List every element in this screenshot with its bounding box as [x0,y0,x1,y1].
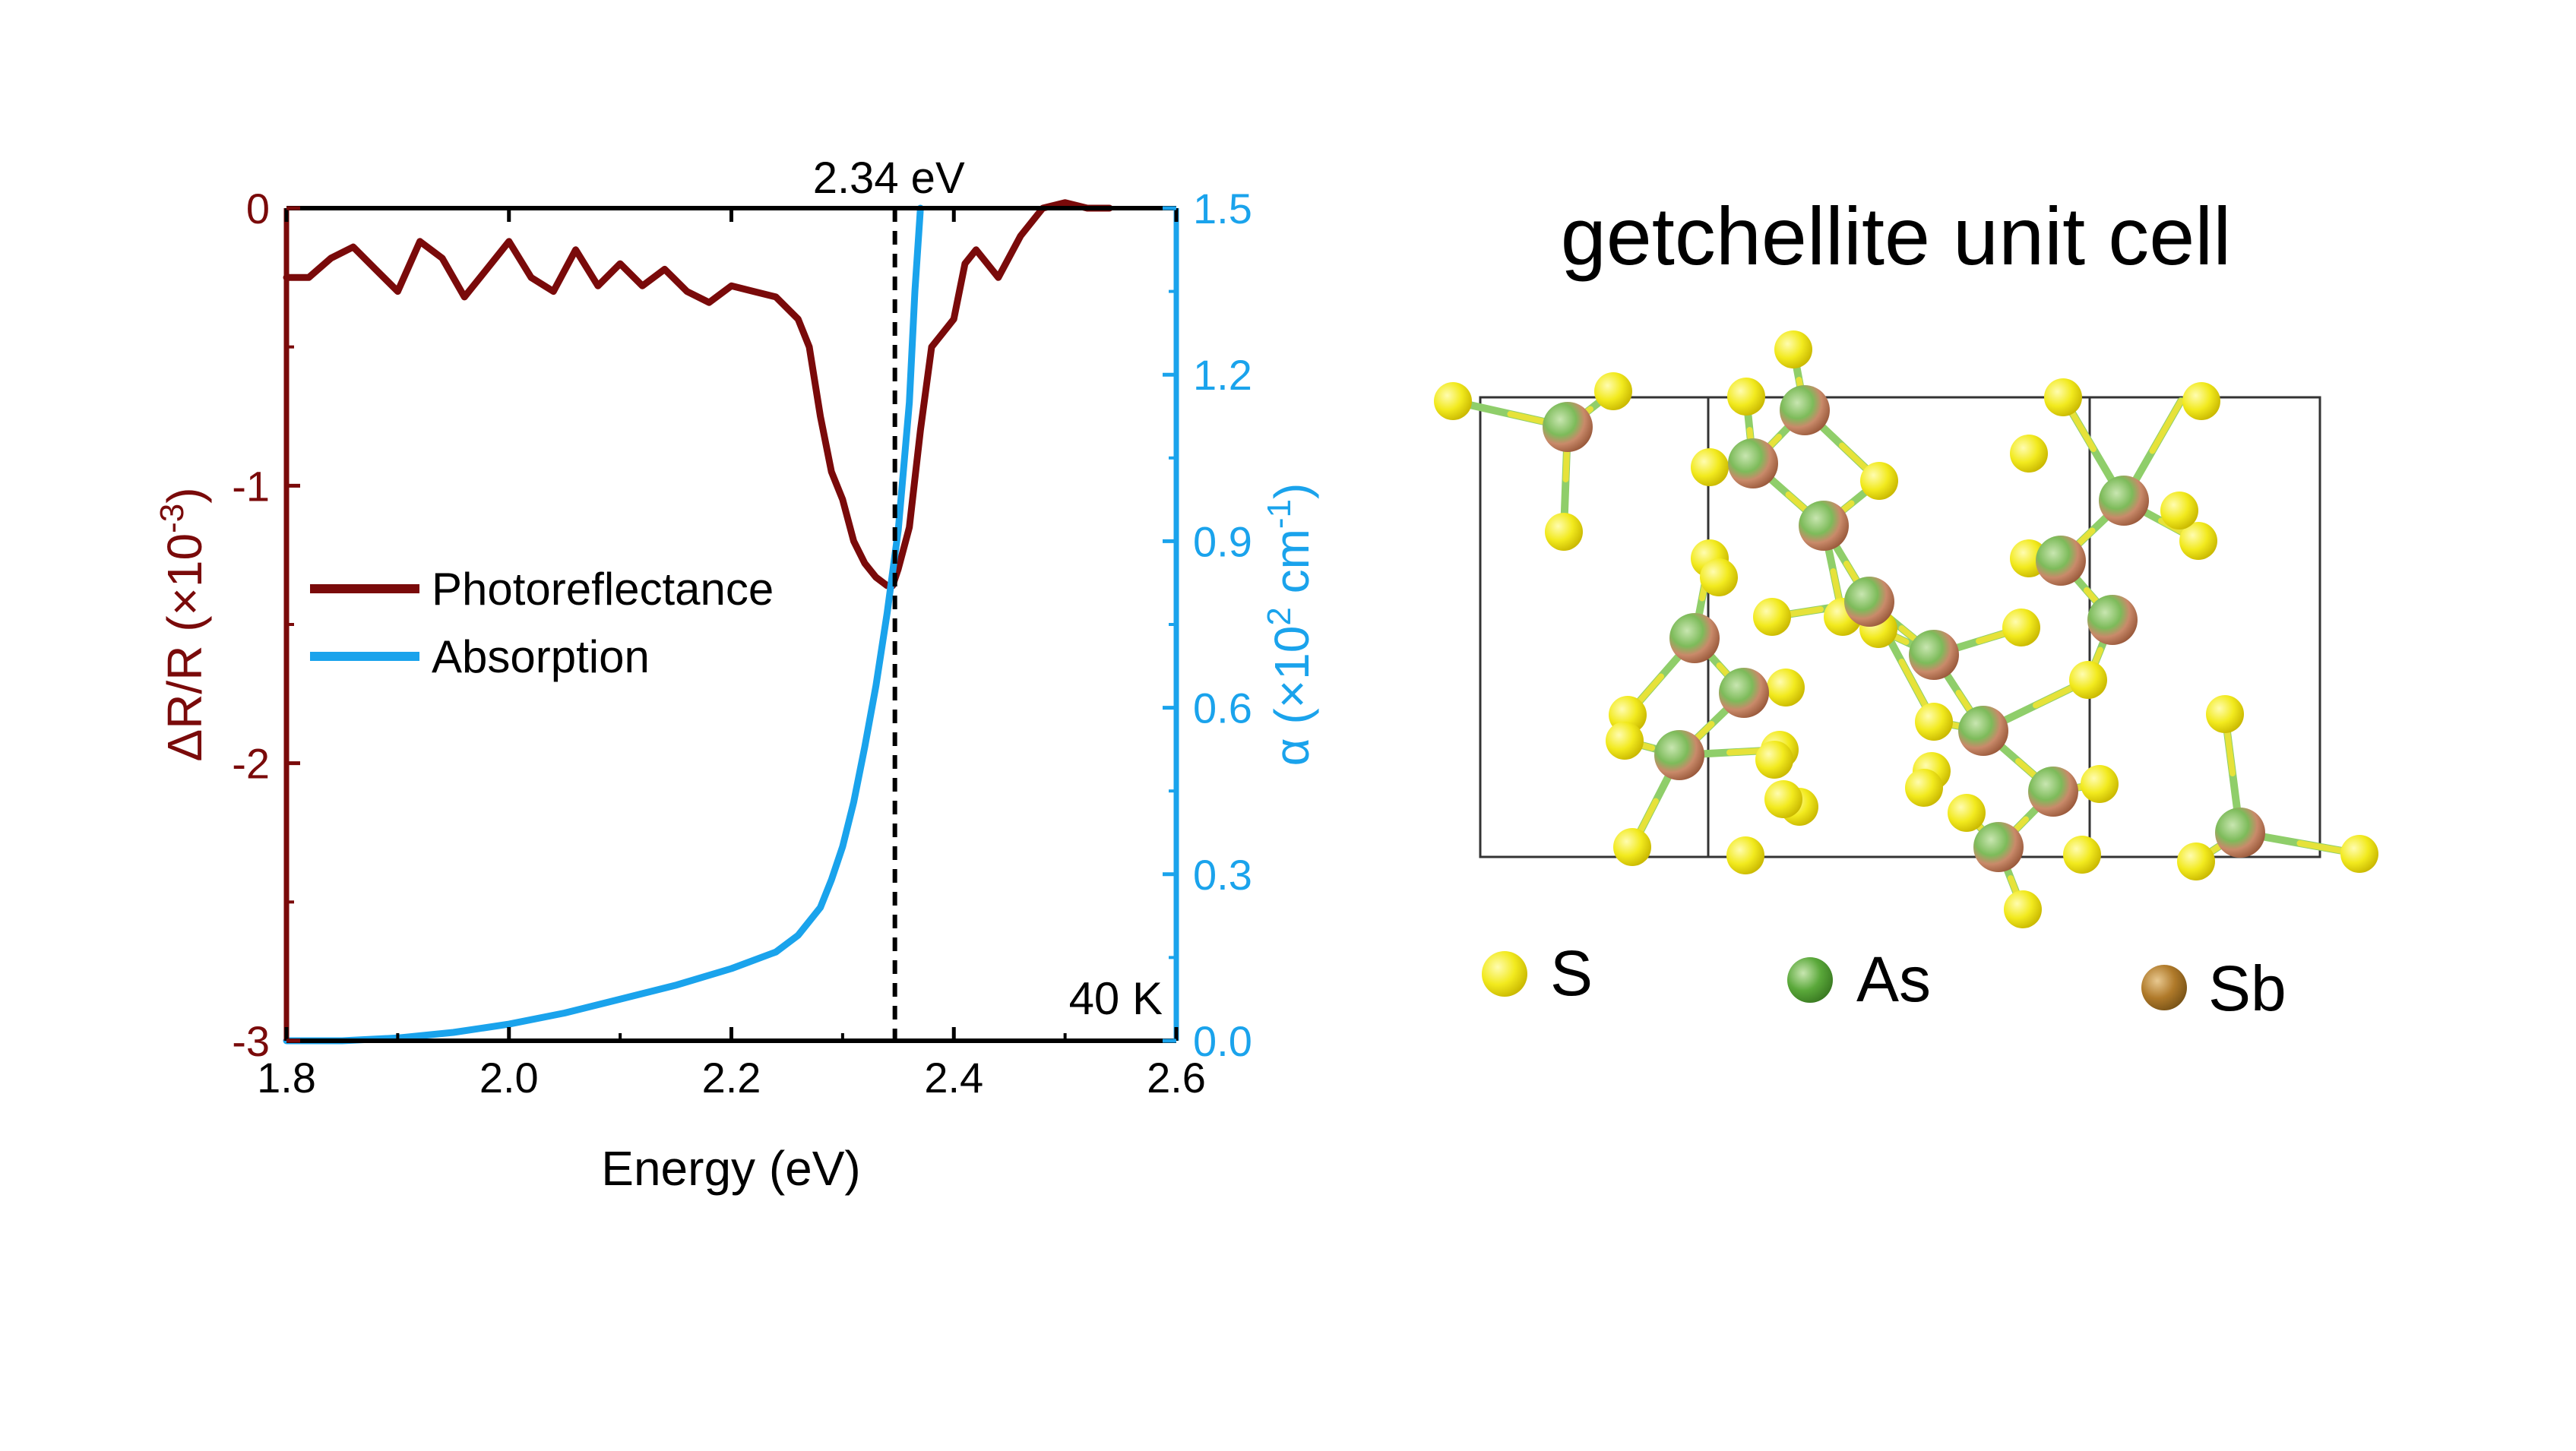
sulfur-atom [1594,372,1632,410]
arsenic-antimony-atom [2215,808,2265,858]
sulfur-atom [1753,598,1791,636]
x-tick-label: 2.6 [1147,1054,1206,1102]
left-y-tick-label: -3 [232,1017,270,1065]
left-y-tick-label: 0 [246,185,270,232]
legend-antimony-marker [2141,965,2187,1010]
arsenic-antimony-atom [1543,402,1593,452]
sulfur-atom [2004,890,2042,928]
sulfur-atom [1948,794,1986,832]
sulfur-atom [2206,695,2244,733]
right-y-tick-label: 0.9 [1193,517,1252,565]
sulfur-atom [2044,378,2082,416]
arsenic-antimony-atom [1654,730,1704,780]
ticks-layer: 1.8 2.0 2.2 2.4 2.6 0 -1 -2 -3 1.5 1.2 0.9 0.6 0.3 0.0 [232,185,1252,1102]
arsenic-antimony-atom [2099,476,2149,526]
arsenic-antimony-atom [1973,822,2024,872]
sulfur-atom [1915,703,1953,741]
sulfur-atom [1755,741,1793,779]
temperature-annotation: 40 K [1069,973,1163,1024]
crystal-structure-panel: getchellite unit cell S As Sb [1434,190,2378,1024]
sulfur-atom [2182,382,2220,420]
right-y-tick-label: 1.5 [1193,185,1252,232]
legend-label-photoreflectance: Photoreflectance [432,564,774,615]
right-y-axis-title: α (×102 cm-1) [1261,483,1319,767]
arsenic-antimony-atom [1958,706,2008,756]
sulfur-atom [2340,835,2378,873]
right-y-tick-label: 0.0 [1193,1017,1252,1065]
legend-sulfur-label: S [1550,937,1593,1009]
right-y-tick-label: 0.6 [1193,684,1252,732]
arsenic-antimony-atom [2028,767,2078,817]
legend-label-absorption: Absorption [432,631,650,682]
x-tick-label: 2.4 [924,1054,983,1102]
x-tick-label: 2.2 [702,1054,761,1102]
structure-title: getchellite unit cell [1561,190,2232,282]
sulfur-atom [1764,780,1802,818]
sulfur-atom [2010,435,2048,473]
sulfur-atom [1905,769,1943,807]
sulfur-atom [1727,378,1765,416]
arsenic-antimony-atom [1844,577,1894,627]
sulfur-atom [2177,842,2215,880]
legend-sulfur-marker [1482,951,1527,997]
sulfur-atom [2002,609,2040,646]
left-y-axis-title: ΔR/R (×10-3) [153,487,212,761]
series-line-photoreflectance [283,199,1113,590]
arsenic-antimony-atom [1728,438,1778,488]
arsenic-antimony-atom [2087,595,2138,645]
band-gap-marker-label: 2.34 eV [813,153,965,203]
legend-arsenic-label: As [1856,944,1931,1015]
arsenic-antimony-atom [2036,536,2086,586]
left-y-tick-label: -2 [232,740,270,788]
x-tick-label: 2.0 [479,1054,539,1102]
sulfur-atom [2069,661,2107,699]
x-axis-title: Energy (eV) [601,1141,860,1196]
sulfur-atom [1700,558,1738,596]
arsenic-antimony-atom [1799,501,1849,551]
sulfur-atom [1613,828,1651,866]
spectrum-chart: 2.34 eV 1.8 2.0 2.2 2.4 2.6 0 -1 -2 -3 1.5 1.2 0.9 0… [153,153,1319,1196]
arsenic-antimony-atom [1719,668,1769,718]
series-layer [283,199,1113,1045]
sulfur-atom [2160,492,2198,530]
sulfur-atom [1860,462,1898,500]
sulfur-atom [1434,382,1472,420]
chart-legend: Photoreflectance Absorption [310,564,774,682]
left-y-tick-label: -1 [232,462,270,510]
sulfur-atom [2063,836,2101,874]
sulfur-atom [1606,722,1644,760]
x-tick-label: 1.8 [257,1054,316,1102]
sulfur-atom [1774,330,1812,368]
sulfur-atom [1726,836,1764,874]
arsenic-antimony-atom [1669,613,1720,663]
arsenic-antimony-atom [1909,630,1959,680]
element-legend: S As Sb [1482,937,2286,1024]
right-y-tick-label: 0.3 [1193,851,1252,899]
sulfur-atom [1767,669,1805,707]
sulfur-atom [2179,522,2217,560]
series-line-absorption [283,204,924,1045]
arsenic-antimony-atom [1780,385,1830,435]
legend-antimony-label: Sb [2208,953,2286,1024]
sulfur-atom [2081,765,2119,803]
legend-arsenic-marker [1787,957,1833,1003]
sulfur-atom [1545,513,1583,551]
right-y-tick-label: 1.2 [1193,351,1252,399]
bond-half [2149,398,2184,454]
atom-layer [1434,330,2378,928]
sulfur-atom [1691,448,1729,486]
